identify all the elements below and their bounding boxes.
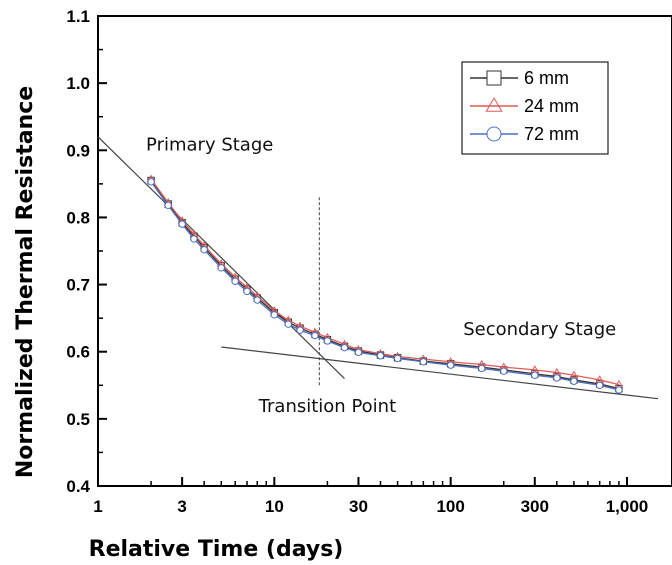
point-72mm-6 xyxy=(231,277,239,285)
point-72mm-8 xyxy=(253,296,261,304)
x-tick-label-0: 1 xyxy=(93,497,102,516)
y-tick-label-0: 0.4 xyxy=(66,477,90,496)
point-72mm-14 xyxy=(340,343,349,352)
legend: 6 mm 24 mm 72 mm xyxy=(461,61,609,155)
point-72mm-12 xyxy=(311,331,319,340)
point-72mm-9 xyxy=(270,311,279,319)
fit-line-1 xyxy=(221,346,659,400)
legend-marker-24mm xyxy=(485,96,503,112)
legend-marker-6mm xyxy=(486,70,502,86)
point-72mm-18 xyxy=(419,358,428,366)
x-tick-label-4: 100 xyxy=(436,497,464,516)
y-tick-label-5: 0.9 xyxy=(66,141,90,160)
point-72mm-1 xyxy=(164,201,172,210)
point-72mm-3 xyxy=(190,235,198,243)
point-72mm-19 xyxy=(446,361,455,369)
point-72mm-15 xyxy=(354,348,363,357)
point-72mm-10 xyxy=(284,320,292,328)
series-line-72mm xyxy=(150,181,620,391)
point-72mm-4 xyxy=(200,245,208,254)
y-tick-label-3: 0.7 xyxy=(66,276,90,295)
point-72mm-22 xyxy=(531,371,539,379)
y-tick-label-1: 0.5 xyxy=(66,410,90,429)
point-72mm-0 xyxy=(147,178,155,186)
series-line-24mm xyxy=(150,178,620,386)
x-tick-label-6: 1,000 xyxy=(606,497,649,516)
annotation-primary-stage: Primary Stage xyxy=(146,134,273,155)
point-72mm-16 xyxy=(376,352,385,360)
point-72mm-20 xyxy=(478,364,486,373)
legend-marker-72mm xyxy=(486,126,502,142)
point-72mm-2 xyxy=(178,220,186,228)
x-tick-label-2: 10 xyxy=(265,497,284,516)
legend-label-6mm: 6 mm xyxy=(524,68,569,88)
legend-label-72mm: 72 mm xyxy=(524,124,579,144)
point-72mm-24 xyxy=(570,377,578,385)
x-tick-label-1: 3 xyxy=(177,497,186,516)
x-axis-title: Relative Time (days) xyxy=(89,537,344,562)
point-72mm-17 xyxy=(393,354,402,363)
annotation-transition-point: Transition Point xyxy=(258,396,396,417)
point-72mm-11 xyxy=(296,326,304,334)
series-line-6mm xyxy=(150,180,620,390)
point-72mm-21 xyxy=(500,367,508,375)
point-72mm-25 xyxy=(595,381,604,389)
y-axis-title: Normalized Thermal Resistance xyxy=(13,86,38,478)
point-72mm-7 xyxy=(243,287,251,295)
y-tick-label-6: 1.0 xyxy=(66,74,90,93)
annotation-secondary-stage: Secondary Stage xyxy=(463,319,616,340)
point-72mm-13 xyxy=(323,337,332,345)
y-tick-label-4: 0.8 xyxy=(66,208,90,227)
point-72mm-5 xyxy=(217,264,225,272)
y-tick-label-2: 0.6 xyxy=(66,343,90,362)
x-tick-label-3: 30 xyxy=(349,497,368,516)
y-tick-label-7: 1.1 xyxy=(66,7,90,26)
legend-label-24mm: 24 mm xyxy=(524,96,579,116)
point-72mm-26 xyxy=(615,386,623,394)
x-tick-label-5: 300 xyxy=(521,497,549,516)
point-72mm-23 xyxy=(553,374,561,382)
fit-line-0 xyxy=(97,136,345,379)
